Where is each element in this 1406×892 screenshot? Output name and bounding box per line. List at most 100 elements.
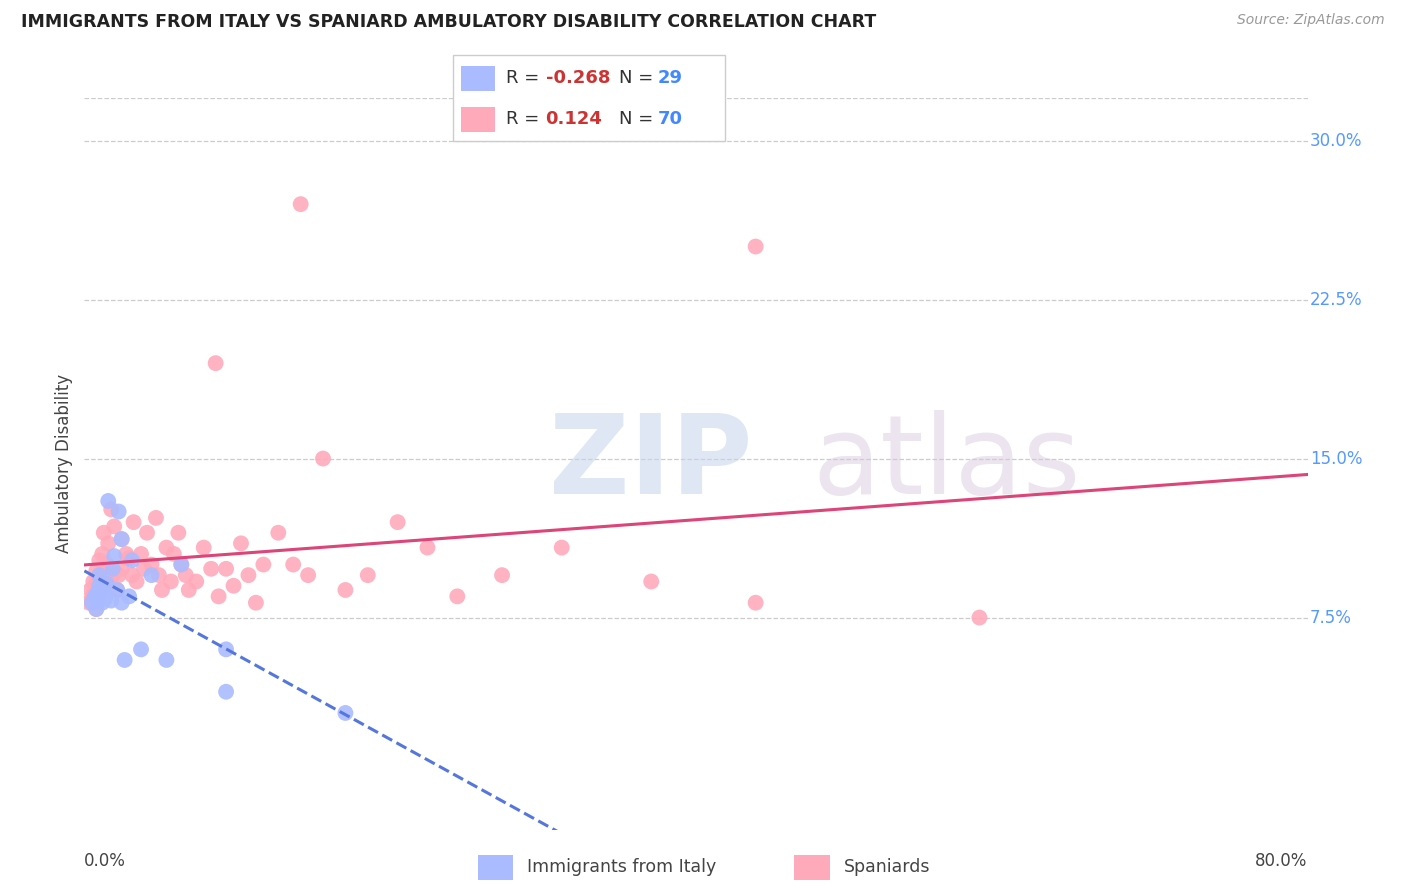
- Point: [141, 558, 163, 572]
- Point: [283, 558, 305, 572]
- Text: R =: R =: [506, 110, 551, 128]
- Text: 0.0%: 0.0%: [84, 852, 127, 870]
- Point: [80, 596, 103, 610]
- Text: N =: N =: [619, 69, 658, 87]
- Point: [87, 593, 110, 607]
- Point: [91, 547, 114, 561]
- Point: [150, 582, 173, 597]
- Point: [101, 568, 124, 582]
- Point: [118, 551, 141, 566]
- Text: Immigrants from Italy: Immigrants from Italy: [527, 858, 717, 877]
- Point: [245, 596, 267, 610]
- Point: [229, 536, 252, 550]
- Point: [82, 587, 104, 601]
- Text: 30.0%: 30.0%: [1310, 131, 1362, 150]
- Point: [100, 502, 122, 516]
- Point: [167, 525, 190, 540]
- Point: [80, 591, 103, 606]
- Point: [103, 549, 125, 563]
- Point: [115, 547, 138, 561]
- Point: [129, 547, 152, 561]
- Point: [141, 568, 163, 582]
- Point: [744, 239, 766, 253]
- Point: [114, 653, 136, 667]
- Point: [132, 562, 155, 576]
- Point: [215, 642, 238, 657]
- Point: [111, 532, 134, 546]
- Point: [91, 568, 114, 582]
- Point: [551, 541, 574, 555]
- Point: [222, 579, 245, 593]
- Point: [312, 451, 335, 466]
- Text: 15.0%: 15.0%: [1310, 450, 1362, 467]
- Point: [89, 553, 111, 567]
- Point: [121, 568, 143, 582]
- Text: 80.0%: 80.0%: [1256, 852, 1308, 870]
- Point: [148, 568, 170, 582]
- Point: [200, 562, 222, 576]
- Text: ZIP: ZIP: [550, 410, 752, 517]
- Point: [82, 574, 104, 589]
- Point: [111, 562, 134, 576]
- Point: [125, 574, 148, 589]
- Point: [207, 590, 229, 604]
- Point: [93, 582, 115, 597]
- Point: [89, 593, 111, 607]
- Point: [97, 536, 120, 550]
- Point: [335, 706, 357, 720]
- Point: [446, 590, 468, 604]
- Text: -0.268: -0.268: [546, 69, 610, 87]
- Point: [290, 197, 312, 211]
- Text: IMMIGRANTS FROM ITALY VS SPANIARD AMBULATORY DISABILITY CORRELATION CHART: IMMIGRANTS FROM ITALY VS SPANIARD AMBULA…: [21, 13, 876, 31]
- Point: [111, 596, 134, 610]
- Point: [136, 525, 159, 540]
- Point: [416, 541, 439, 555]
- Point: [79, 582, 101, 597]
- Point: [177, 582, 200, 597]
- Point: [744, 596, 766, 610]
- Point: [215, 562, 238, 576]
- Point: [155, 541, 177, 555]
- Point: [215, 685, 238, 699]
- Point: [84, 564, 107, 578]
- Point: [96, 558, 118, 572]
- Point: [89, 568, 111, 582]
- Point: [90, 582, 112, 597]
- Point: [84, 602, 107, 616]
- Point: [204, 356, 226, 370]
- Point: [155, 653, 177, 667]
- Point: [160, 574, 183, 589]
- Point: [94, 591, 117, 606]
- Bar: [478, 855, 513, 880]
- Point: [267, 525, 290, 540]
- Point: [107, 568, 129, 582]
- Point: [103, 519, 125, 533]
- Point: [193, 541, 215, 555]
- Point: [84, 602, 107, 616]
- Text: 7.5%: 7.5%: [1310, 608, 1353, 626]
- Point: [357, 568, 380, 582]
- Point: [87, 573, 110, 587]
- Point: [121, 553, 143, 567]
- Text: 0.124: 0.124: [546, 110, 602, 128]
- Text: Spaniards: Spaniards: [844, 858, 931, 877]
- Text: 22.5%: 22.5%: [1310, 291, 1362, 309]
- Bar: [461, 107, 495, 132]
- Point: [105, 582, 128, 597]
- Point: [335, 582, 357, 597]
- Bar: [461, 66, 495, 91]
- Point: [91, 596, 114, 610]
- Text: 70: 70: [658, 110, 683, 128]
- Point: [97, 494, 120, 508]
- Point: [107, 504, 129, 518]
- Point: [640, 574, 662, 589]
- Point: [118, 590, 141, 604]
- Point: [93, 525, 115, 540]
- Y-axis label: Ambulatory Disability: Ambulatory Disability: [55, 375, 73, 553]
- FancyBboxPatch shape: [453, 55, 725, 141]
- Point: [129, 642, 152, 657]
- Point: [83, 579, 105, 593]
- Point: [174, 568, 197, 582]
- Point: [89, 579, 111, 593]
- Point: [100, 593, 122, 607]
